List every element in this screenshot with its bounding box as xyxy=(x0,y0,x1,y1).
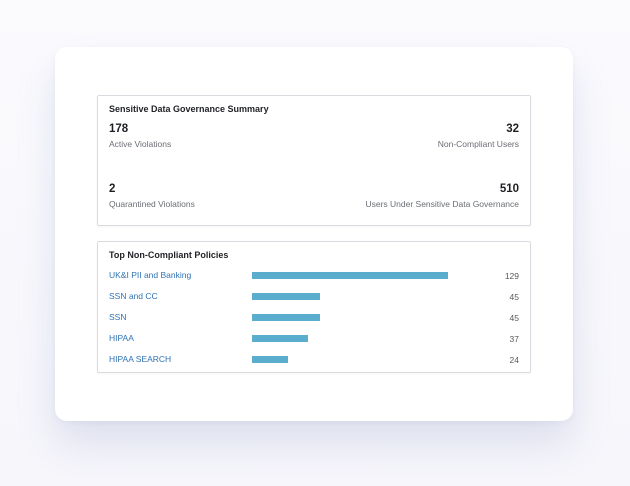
policy-row: HIPAA SEARCH 24 xyxy=(98,353,530,367)
policy-link-ssn-and-cc[interactable]: SSN and CC xyxy=(109,291,158,301)
quarantined-violations-stat: 2 Quarantined Violations xyxy=(109,182,195,210)
policy-row: SSN 45 xyxy=(98,311,530,325)
policy-row: SSN and CC 45 xyxy=(98,290,530,304)
governance-summary-panel: Sensitive Data Governance Summary 178 Ac… xyxy=(97,95,531,226)
active-violations-stat: 178 Active Violations xyxy=(109,122,171,150)
policy-bar xyxy=(252,293,320,300)
quarantined-violations-value: 2 xyxy=(109,183,116,195)
active-violations-value: 178 xyxy=(109,123,129,135)
users-under-governance-stat: 510 Users Under Sensitive Data Governanc… xyxy=(365,182,519,210)
policy-link-hipaa-search[interactable]: HIPAA SEARCH xyxy=(109,354,172,364)
policy-count: 37 xyxy=(509,334,519,344)
non-compliant-users-stat: 32 Non-Compliant Users xyxy=(438,122,519,150)
top-policies-panel: Top Non-Compliant Policies UK&I PII and … xyxy=(97,241,531,373)
policies-title: Top Non-Compliant Policies xyxy=(109,250,229,260)
policy-bar xyxy=(252,314,320,321)
users-under-governance-label: Users Under Sensitive Data Governance xyxy=(365,199,519,209)
policy-bar xyxy=(252,272,448,279)
policy-link-hipaa[interactable]: HIPAA xyxy=(109,333,134,343)
non-compliant-users-label: Non-Compliant Users xyxy=(437,139,519,149)
policy-bar xyxy=(252,335,308,342)
policy-count: 129 xyxy=(504,271,519,281)
non-compliant-users-value: 32 xyxy=(506,123,519,135)
active-violations-label: Active Violations xyxy=(109,139,172,149)
policy-link-uki-pii-banking[interactable]: UK&I PII and Banking xyxy=(109,270,192,280)
policy-row: UK&I PII and Banking 129 xyxy=(98,269,530,283)
summary-title: Sensitive Data Governance Summary xyxy=(109,104,269,114)
quarantined-violations-label: Quarantined Violations xyxy=(109,199,195,209)
policy-bar xyxy=(252,356,288,363)
users-under-governance-value: 510 xyxy=(499,183,519,195)
policy-row: HIPAA 37 xyxy=(98,332,530,346)
policy-count: 45 xyxy=(509,292,519,302)
policy-link-ssn[interactable]: SSN xyxy=(109,312,127,322)
policy-count: 24 xyxy=(509,355,519,365)
policy-count: 45 xyxy=(509,313,519,323)
